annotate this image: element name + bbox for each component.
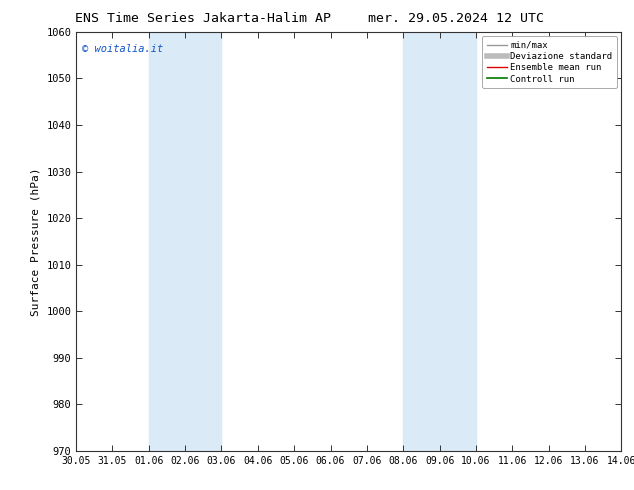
Text: ENS Time Series Jakarta-Halim AP: ENS Time Series Jakarta-Halim AP	[75, 12, 331, 25]
Text: © woitalia.it: © woitalia.it	[82, 45, 163, 54]
Bar	[403, 32, 476, 451]
Legend: min/max, Deviazione standard, Ensemble mean run, Controll run: min/max, Deviazione standard, Ensemble m…	[482, 36, 617, 88]
Bar	[149, 32, 221, 451]
Y-axis label: Surface Pressure (hPa): Surface Pressure (hPa)	[30, 167, 41, 316]
Text: mer. 29.05.2024 12 UTC: mer. 29.05.2024 12 UTC	[368, 12, 545, 25]
